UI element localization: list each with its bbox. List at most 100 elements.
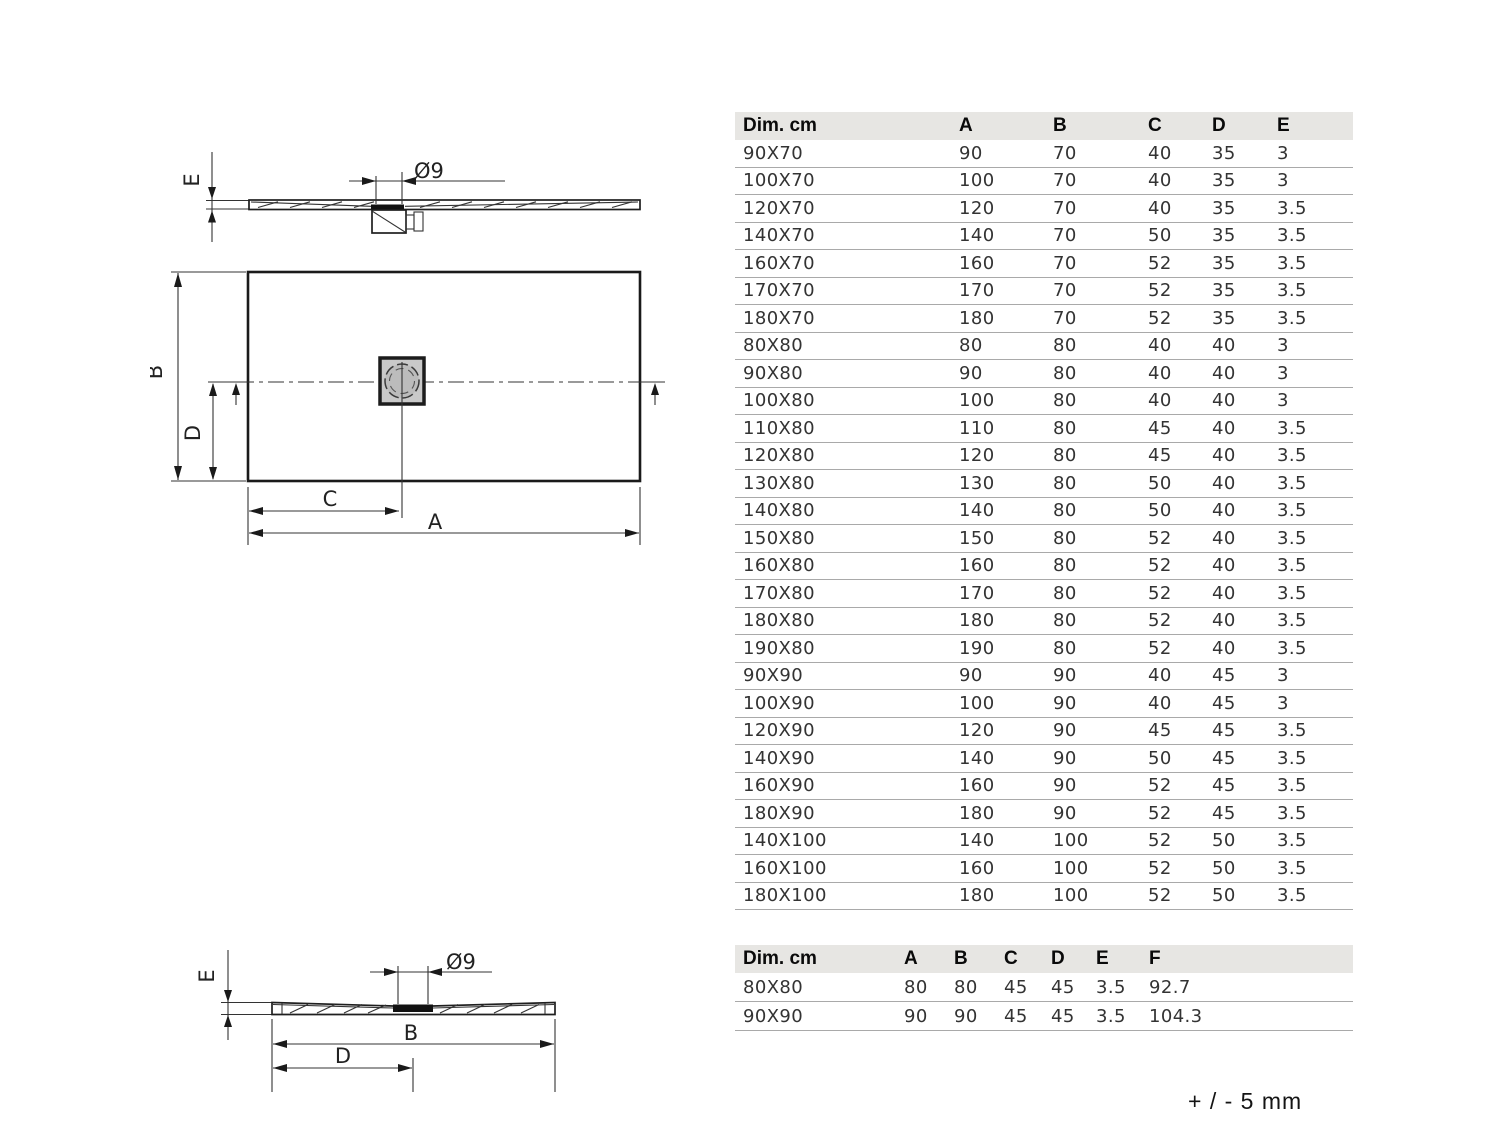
cell: 3.5 bbox=[1269, 882, 1353, 910]
cell: 50 bbox=[1140, 469, 1204, 498]
cell: 70 bbox=[1045, 140, 1140, 168]
cell: 3.5 bbox=[1269, 579, 1353, 608]
cell: 40 bbox=[1204, 359, 1269, 388]
cell: 3.5 bbox=[1269, 304, 1353, 333]
table-row: 100X90 100 90 40 45 3 bbox=[735, 689, 1353, 718]
table-row: 110X80 110 80 45 40 3.5 bbox=[735, 414, 1353, 443]
cell: 40 bbox=[1204, 579, 1269, 608]
cell: 40 bbox=[1204, 414, 1269, 443]
table-row: 120X80 120 80 45 40 3.5 bbox=[735, 442, 1353, 470]
dim-label-d: D bbox=[335, 1044, 351, 1068]
column-header: B bbox=[1045, 112, 1140, 140]
arrow-right-icon bbox=[362, 177, 376, 185]
cell: 45 bbox=[1140, 442, 1204, 470]
cell: 90 bbox=[1045, 662, 1140, 690]
cell: 170 bbox=[951, 579, 1045, 608]
table-row: 90X70 90 70 40 35 3 bbox=[735, 140, 1353, 168]
cell: 3.5 bbox=[1269, 194, 1353, 223]
cell: 70 bbox=[1045, 167, 1140, 195]
cell: 3.5 bbox=[1269, 634, 1353, 663]
cell: 3.5 bbox=[1269, 854, 1353, 883]
cell: 70 bbox=[1045, 249, 1140, 278]
cell: 90 bbox=[946, 1001, 996, 1031]
cell: 100 bbox=[1045, 854, 1140, 883]
cell: 45 bbox=[1043, 973, 1088, 1002]
cell: 180 bbox=[951, 799, 1045, 828]
cell: 90X70 bbox=[735, 140, 951, 168]
table-row: 180X90 180 90 52 45 3.5 bbox=[735, 799, 1353, 828]
cell: 80X80 bbox=[735, 973, 896, 1002]
table-row: 100X80 100 80 40 40 3 bbox=[735, 387, 1353, 415]
cell: 3.5 bbox=[1269, 442, 1353, 470]
side-section-drawing: E Ø9 bbox=[180, 152, 641, 242]
dim-label-b: B bbox=[404, 1021, 418, 1045]
table-row: 80X80 80 80 45 45 3.5 92.7 bbox=[735, 973, 1353, 1002]
width-section-drawing: E Ø9 B D bbox=[195, 950, 556, 1092]
cell: 180 bbox=[951, 607, 1045, 635]
cell: 50 bbox=[1204, 854, 1269, 883]
cell: 170 bbox=[951, 277, 1045, 305]
table-row: 90X80 90 80 40 40 3 bbox=[735, 359, 1353, 388]
cell: 80X80 bbox=[735, 332, 951, 360]
cell: 80 bbox=[951, 332, 1045, 360]
cell: 80 bbox=[1045, 552, 1140, 580]
cell: 45 bbox=[1140, 414, 1204, 443]
cell: 3 bbox=[1269, 140, 1353, 168]
cell: 100 bbox=[951, 689, 1045, 718]
cell: 160X70 bbox=[735, 249, 951, 278]
cell: 160 bbox=[951, 772, 1045, 800]
cell: 180X80 bbox=[735, 607, 951, 635]
cell: 52 bbox=[1140, 607, 1204, 635]
cell: 100X80 bbox=[735, 387, 951, 415]
cell: 3 bbox=[1269, 167, 1353, 195]
table-row: 160X90 160 90 52 45 3.5 bbox=[735, 772, 1353, 800]
cell: 40 bbox=[1140, 140, 1204, 168]
cell: 3 bbox=[1269, 387, 1353, 415]
square-dimensions-table: Dim. cm A B C D E F 80X80 80 80 45 45 3.5 92.7 90X90 9… bbox=[735, 945, 1353, 1031]
arrow-down-icon bbox=[208, 187, 216, 199]
cell: 140 bbox=[951, 744, 1045, 773]
cell: 180X100 bbox=[735, 882, 951, 910]
cell: 40 bbox=[1204, 552, 1269, 580]
cell: 100 bbox=[1045, 827, 1140, 855]
table-row: 100X70 100 70 40 35 3 bbox=[735, 167, 1353, 195]
cell: 50 bbox=[1140, 222, 1204, 250]
cell: 40 bbox=[1204, 332, 1269, 360]
cell: 80 bbox=[1045, 442, 1140, 470]
cell: 180 bbox=[951, 304, 1045, 333]
cell: 40 bbox=[1140, 359, 1204, 388]
cell: 40 bbox=[1140, 689, 1204, 718]
cell: 3.5 bbox=[1269, 827, 1353, 855]
table-row: 180X80 180 80 52 40 3.5 bbox=[735, 607, 1353, 635]
cell: 3 bbox=[1269, 662, 1353, 690]
cell: 52 bbox=[1140, 772, 1204, 800]
cell: 70 bbox=[1045, 194, 1140, 223]
cell: 70 bbox=[1045, 277, 1140, 305]
cell: 80 bbox=[1045, 579, 1140, 608]
cell: 170X70 bbox=[735, 277, 951, 305]
cell: 90 bbox=[896, 1001, 946, 1031]
column-header: A bbox=[896, 945, 946, 973]
cell: 3.5 bbox=[1269, 277, 1353, 305]
cell: 140 bbox=[951, 222, 1045, 250]
drain-seal bbox=[393, 1004, 433, 1012]
cell: 3.5 bbox=[1088, 1001, 1141, 1031]
cell: 90 bbox=[1045, 689, 1140, 718]
cell: 180X70 bbox=[735, 304, 951, 333]
cell: 140X90 bbox=[735, 744, 951, 773]
cell: 70 bbox=[1045, 304, 1140, 333]
cell: 3 bbox=[1269, 689, 1353, 718]
cell: 90 bbox=[1045, 799, 1140, 828]
cell: 35 bbox=[1204, 277, 1269, 305]
cell: 160X90 bbox=[735, 772, 951, 800]
cell: 80 bbox=[896, 973, 946, 1002]
cell: 110X80 bbox=[735, 414, 951, 443]
table-header-row: Dim. cm A B C D E F bbox=[735, 945, 1353, 973]
cell: 45 bbox=[1204, 662, 1269, 690]
cell: 140 bbox=[951, 827, 1045, 855]
cell: 3.5 bbox=[1269, 772, 1353, 800]
cell: 50 bbox=[1140, 744, 1204, 773]
cell: 40 bbox=[1140, 662, 1204, 690]
dimensions-table: Dim. cm A B C D E 90X70 90 70 40 35 3 100X70 100 70 40… bbox=[735, 112, 1353, 910]
